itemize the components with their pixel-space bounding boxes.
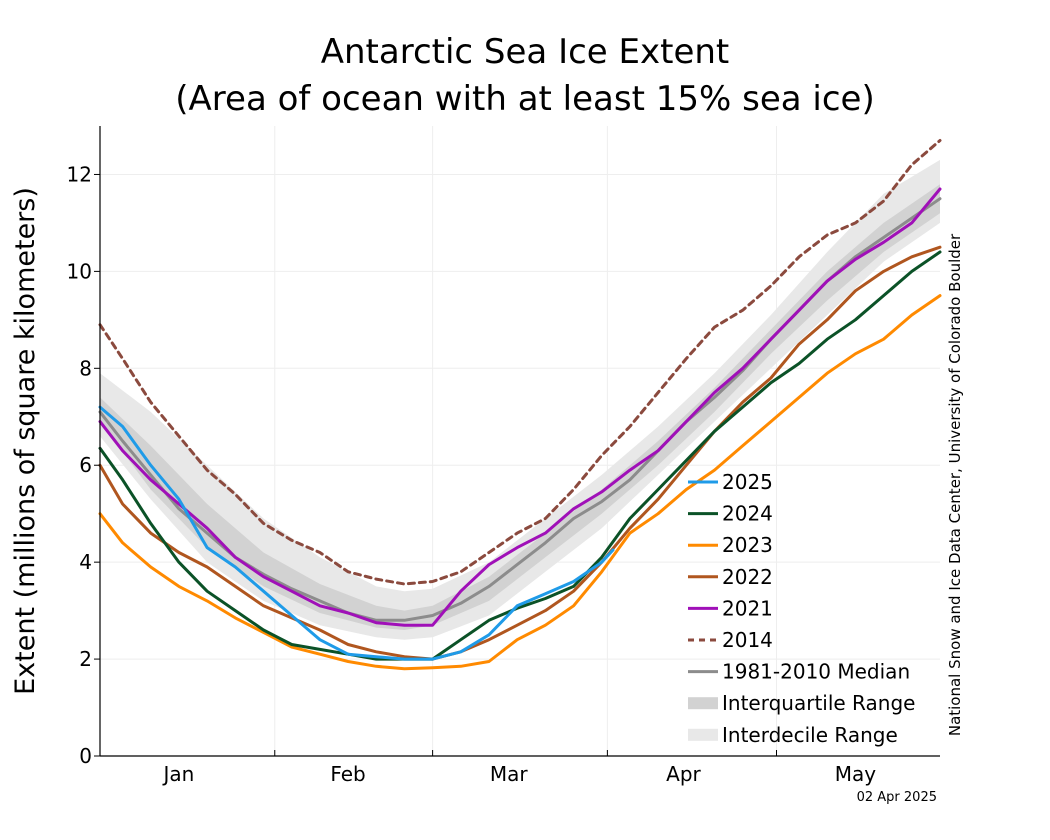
y-ticks: 0 2 4 6 8 10 12 — [67, 162, 100, 768]
y-tick-label: 2 — [79, 647, 92, 671]
x-tick-label: May — [835, 762, 877, 786]
legend-swatch — [688, 728, 718, 741]
legend-label: Interquartile Range — [722, 691, 915, 715]
y-tick-label: 12 — [67, 162, 92, 186]
legend-label: 2025 — [722, 470, 773, 494]
series-lines — [98, 139, 942, 671]
range-bands — [100, 159, 940, 640]
series-line-2023 — [98, 294, 942, 671]
legend-label: 2024 — [722, 502, 773, 526]
axes — [99, 126, 940, 757]
legend-item-2022: 2022 — [688, 565, 773, 589]
legend-item-2014: 2014 — [688, 628, 773, 652]
series-line-2014 — [98, 139, 942, 586]
legend-label: 2022 — [722, 565, 773, 589]
x-tick-label: Jan — [162, 762, 195, 786]
chart-title-line-1: Antarctic Sea Ice Extent — [321, 32, 730, 72]
legend-label: 2023 — [722, 533, 773, 557]
credit-text: National Snow and Ice Data Center, Unive… — [946, 233, 964, 736]
x-tick-label: Apr — [666, 762, 701, 786]
legend-label: Interdecile Range — [722, 723, 898, 747]
legend-label: 2014 — [722, 628, 773, 652]
series-line-2021 — [98, 187, 942, 627]
legend-label: 1981-2010 Median — [722, 660, 910, 684]
legend-item-2025: 2025 — [688, 470, 773, 494]
y-tick-label: 4 — [79, 550, 92, 574]
y-tick-label: 6 — [79, 453, 92, 477]
legend-label: 2021 — [722, 596, 773, 620]
y-tick-label: 0 — [79, 744, 92, 768]
legend: 2025 2024 2023 2022 2021 2014 1981-2010 Median… — [688, 470, 915, 747]
date-stamp: 02 Apr 2025 — [857, 790, 937, 805]
chart-title-line-2: (Area of ocean with at least 15% sea ice… — [175, 79, 874, 119]
x-tick-label: Mar — [490, 762, 529, 786]
series-line-2025 — [98, 405, 615, 661]
y-tick-label: 8 — [79, 356, 92, 380]
legend-item-2021: 2021 — [688, 596, 773, 620]
legend-item-2023: 2023 — [688, 533, 773, 557]
legend-item-iqr: Interquartile Range — [688, 691, 915, 715]
series-line-2024 — [98, 250, 942, 661]
x-ticks: Jan Feb Mar Apr May — [162, 750, 877, 786]
legend-item-2024: 2024 — [688, 502, 773, 526]
legend-swatch — [688, 697, 718, 710]
legend-item-idr: Interdecile Range — [688, 723, 898, 747]
band-idr — [100, 159, 940, 640]
legend-item-median: 1981-2010 Median — [688, 660, 910, 684]
series-line-2022 — [98, 245, 942, 661]
x-tick-label: Feb — [330, 762, 365, 786]
y-tick-label: 10 — [67, 259, 92, 283]
y-axis-label: Extent (millions of square kilometers) — [10, 187, 41, 695]
